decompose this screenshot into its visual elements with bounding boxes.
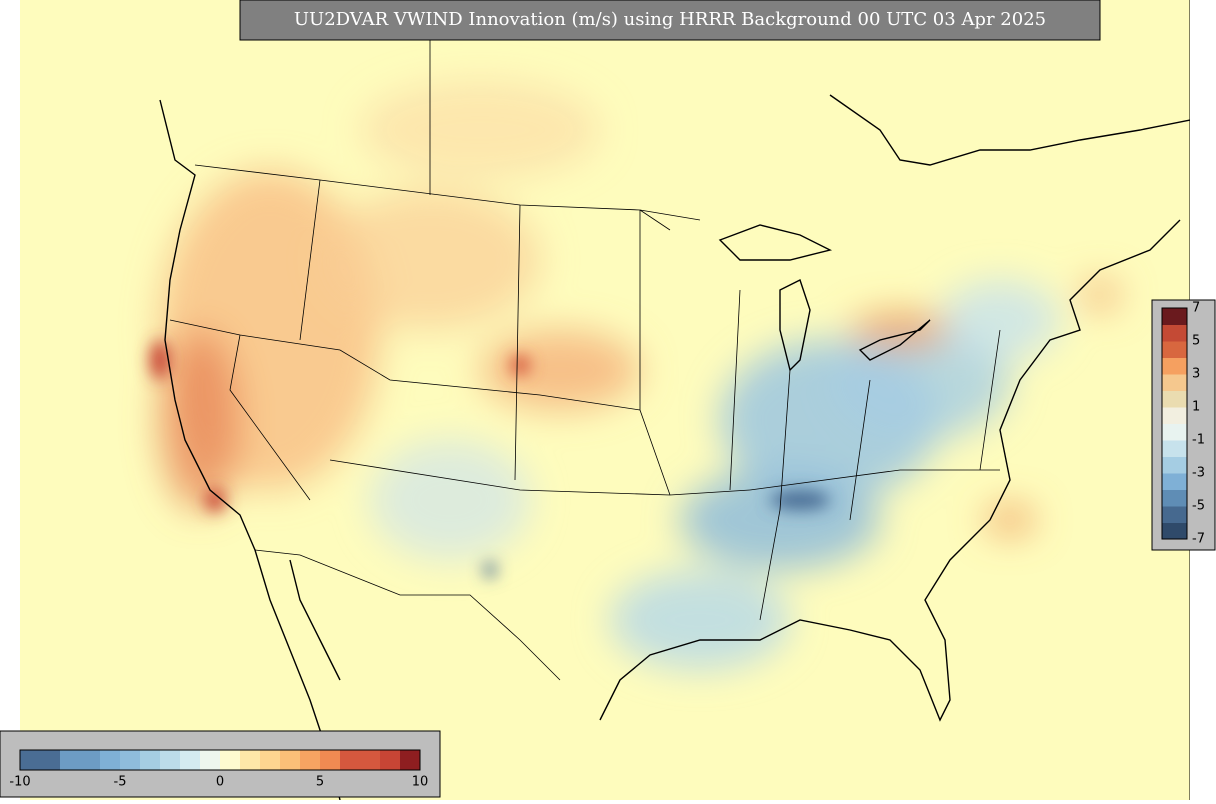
color-segment [40,750,61,770]
color-segment [1162,522,1187,540]
colorbar-tick-label: 5 [1192,334,1200,349]
color-segment [1162,473,1187,490]
color-segment [300,750,321,770]
color-segment [1162,390,1187,408]
color-segment [1162,489,1187,507]
colorbar-tick-label: 5 [316,775,324,790]
coastlines [159,94,1190,800]
colorbar-tick-label: 10 [412,775,429,790]
field-detail [150,340,830,578]
colorbar-tick-label: -5 [1192,499,1205,514]
color-segment [240,750,261,770]
colorbar-tick-label: -7 [1192,532,1205,547]
color-segment [220,750,241,770]
color-segment [400,750,421,770]
color-segment [1162,440,1187,457]
colorbar-tick-label: 3 [1192,367,1200,382]
color-segment [100,750,121,770]
color-segment [260,750,281,770]
colorbar-frame [19,749,421,771]
color-segment [280,750,301,770]
colorbar-frame [1161,307,1188,540]
title-box [239,0,1101,41]
color-segment [60,750,81,770]
colorbar-tick-label: -3 [1192,466,1205,481]
color-segment [80,750,101,770]
color-segment [200,750,221,770]
color-segment [380,750,401,770]
color-segment [140,750,161,770]
borders [169,30,1001,681]
color-segment [120,750,141,770]
map-title: UU2DVAR VWIND Innovation (m/s) using HRR… [294,9,1046,30]
colorbar-tick-label: -10 [9,775,30,790]
color-segment [1162,308,1187,325]
color-segment [1162,423,1187,441]
color-segment [1162,456,1187,474]
color-segment [320,750,341,770]
color-segment [1162,374,1187,391]
colorbar-tick-label: 1 [1192,400,1200,415]
color-segment [1162,341,1187,358]
colorbar-bottom: -10 -5 0 5 10 [0,730,441,798]
color-segment [180,750,201,770]
color-segment [1162,324,1187,342]
colorbar-tick-label: -5 [114,775,127,790]
color-segment [340,750,361,770]
colorbar-right: 7 5 3 1 -1 -3 -5 -7 [1151,299,1216,551]
color-segment [360,750,381,770]
colorbar-tick-label: 0 [216,775,224,790]
color-segment [1162,506,1187,523]
color-segment [1162,357,1187,375]
colorbar-tick-label: 7 [1192,301,1200,316]
colorbar-tick-label: -1 [1192,433,1205,448]
color-segment [20,750,41,770]
map [20,0,1190,800]
field-shading [160,80,1120,670]
color-segment [1162,407,1187,424]
color-segment [160,750,181,770]
